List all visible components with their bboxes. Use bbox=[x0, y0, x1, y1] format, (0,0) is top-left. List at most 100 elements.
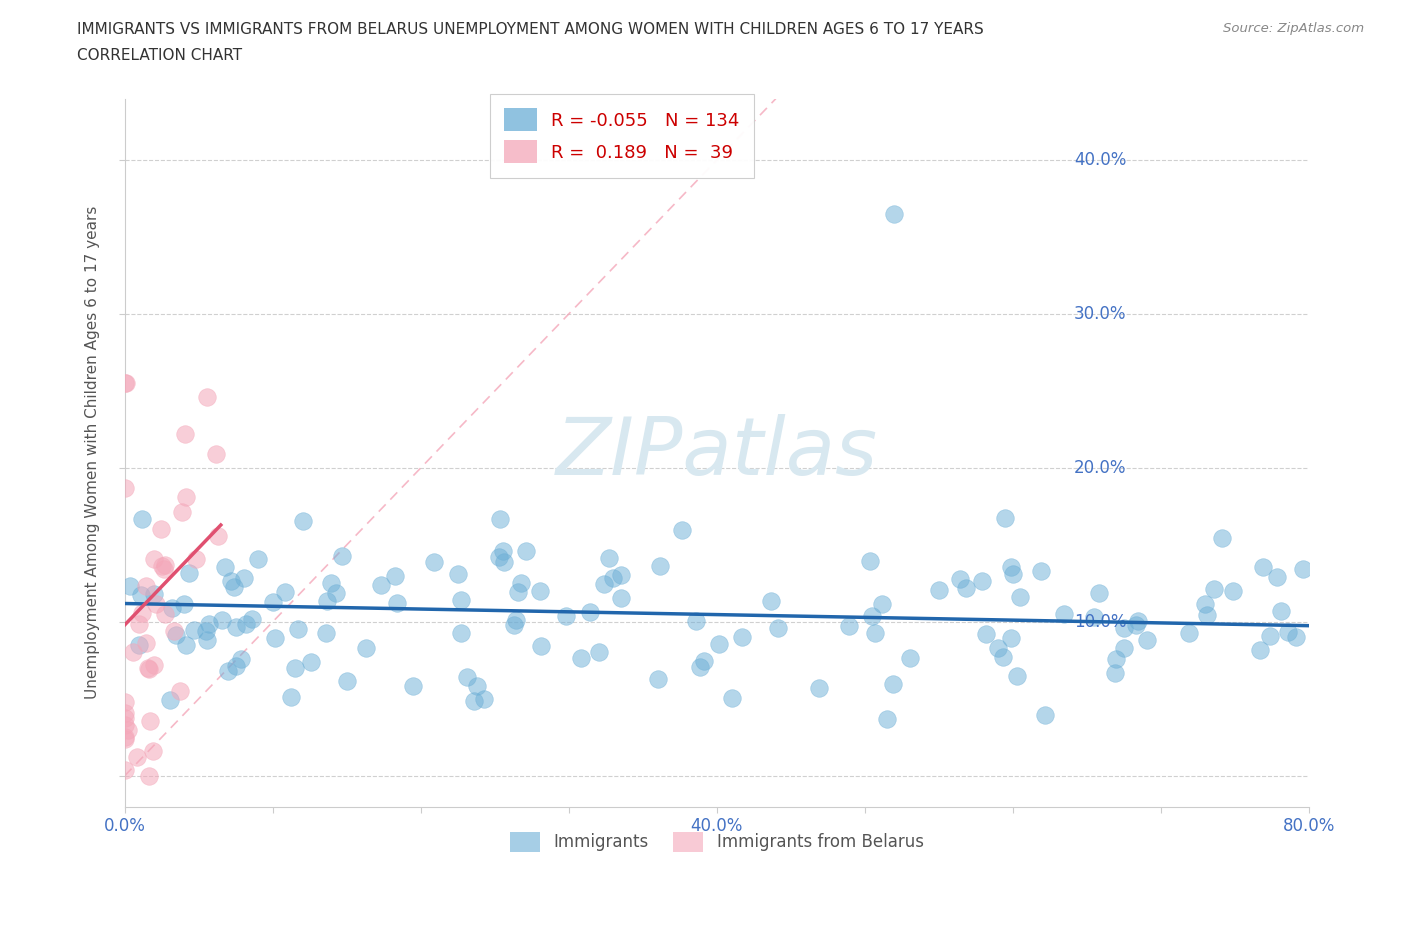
Point bbox=[336, 674, 359, 689]
Point bbox=[709, 636, 731, 651]
Point bbox=[807, 680, 830, 695]
Point bbox=[194, 624, 217, 639]
Point bbox=[1007, 669, 1029, 684]
Point bbox=[650, 559, 672, 574]
Point bbox=[970, 573, 993, 588]
Point bbox=[505, 613, 527, 628]
Point bbox=[128, 618, 150, 632]
Point bbox=[450, 626, 472, 641]
Point bbox=[494, 555, 516, 570]
Point bbox=[510, 576, 533, 591]
Point bbox=[246, 551, 269, 566]
Point bbox=[114, 729, 136, 744]
Point bbox=[207, 529, 229, 544]
Point bbox=[1000, 559, 1022, 574]
Point bbox=[225, 658, 247, 673]
Point bbox=[160, 601, 183, 616]
Point bbox=[689, 659, 711, 674]
Point bbox=[131, 605, 153, 620]
Point bbox=[720, 690, 742, 705]
Point bbox=[1194, 597, 1216, 612]
Point bbox=[153, 558, 176, 573]
Point bbox=[465, 678, 488, 693]
Point bbox=[731, 630, 754, 644]
Point bbox=[150, 559, 173, 574]
Point bbox=[127, 750, 149, 764]
Text: ZIPatlas: ZIPatlas bbox=[555, 414, 877, 492]
Point bbox=[1277, 624, 1299, 639]
Point bbox=[198, 617, 221, 631]
Point bbox=[860, 608, 883, 623]
Text: IMMIGRANTS VS IMMIGRANTS FROM BELARUS UNEMPLOYMENT AMONG WOMEN WITH CHILDREN AGE: IMMIGRANTS VS IMMIGRANTS FROM BELARUS UN… bbox=[77, 22, 984, 37]
Point bbox=[114, 480, 136, 495]
Point bbox=[114, 706, 136, 721]
Point bbox=[766, 621, 789, 636]
Point bbox=[1033, 708, 1056, 723]
Point bbox=[1253, 560, 1275, 575]
Point bbox=[143, 586, 166, 601]
Point bbox=[1088, 585, 1111, 600]
Point bbox=[759, 593, 782, 608]
Point bbox=[1105, 651, 1128, 666]
Point bbox=[184, 551, 207, 566]
Point bbox=[235, 617, 257, 631]
Point bbox=[264, 631, 287, 645]
Point bbox=[173, 596, 195, 611]
Point bbox=[610, 568, 633, 583]
Point bbox=[114, 718, 136, 733]
Point bbox=[1249, 643, 1271, 658]
Point bbox=[330, 548, 353, 563]
Point bbox=[163, 624, 186, 639]
Point bbox=[262, 594, 284, 609]
Point bbox=[142, 743, 165, 758]
Point bbox=[503, 618, 526, 632]
Point bbox=[135, 578, 157, 593]
Point bbox=[1285, 630, 1308, 644]
Point bbox=[135, 635, 157, 650]
Point bbox=[955, 580, 977, 595]
Point bbox=[450, 593, 472, 608]
Point bbox=[155, 607, 177, 622]
Point bbox=[463, 694, 485, 709]
Point bbox=[287, 622, 309, 637]
Text: 30.0%: 30.0% bbox=[1074, 305, 1126, 323]
Y-axis label: Unemployment Among Women with Children Ages 6 to 17 years: Unemployment Among Women with Children A… bbox=[86, 206, 100, 699]
Point bbox=[1265, 570, 1288, 585]
Point bbox=[214, 560, 236, 575]
Point bbox=[1292, 562, 1315, 577]
Point bbox=[315, 593, 337, 608]
Point bbox=[174, 638, 197, 653]
Point bbox=[1104, 666, 1126, 681]
Point bbox=[1136, 632, 1159, 647]
Point bbox=[129, 588, 152, 603]
Point bbox=[883, 206, 905, 221]
Point bbox=[447, 566, 470, 581]
Point bbox=[315, 626, 337, 641]
Point bbox=[569, 650, 592, 665]
Point bbox=[859, 554, 882, 569]
Point bbox=[692, 653, 714, 668]
Point bbox=[217, 664, 239, 679]
Point bbox=[195, 390, 218, 405]
Point bbox=[280, 689, 302, 704]
Point bbox=[472, 691, 495, 706]
Point bbox=[598, 551, 620, 565]
Text: 40.0%: 40.0% bbox=[1074, 152, 1126, 169]
Point bbox=[142, 658, 165, 672]
Point bbox=[529, 583, 551, 598]
Point bbox=[325, 586, 347, 601]
Point bbox=[588, 645, 610, 660]
Point bbox=[1010, 590, 1032, 604]
Point bbox=[1222, 583, 1244, 598]
Point bbox=[183, 623, 205, 638]
Point bbox=[882, 677, 904, 692]
Text: Source: ZipAtlas.com: Source: ZipAtlas.com bbox=[1223, 22, 1364, 35]
Point bbox=[949, 572, 972, 587]
Point bbox=[139, 713, 162, 728]
Point bbox=[456, 670, 478, 684]
Point bbox=[1053, 606, 1076, 621]
Text: 20.0%: 20.0% bbox=[1074, 459, 1126, 477]
Point bbox=[174, 426, 197, 441]
Point bbox=[602, 571, 624, 586]
Point bbox=[529, 638, 551, 653]
